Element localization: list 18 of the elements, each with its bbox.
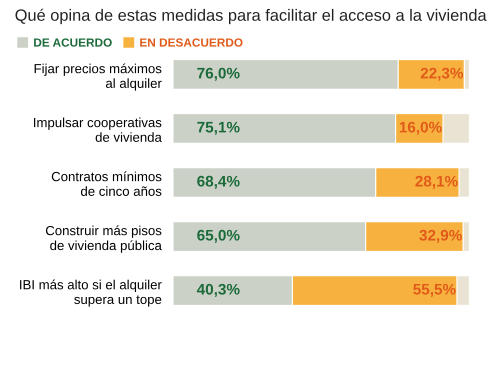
data-label: 68,4% xyxy=(197,176,240,189)
data-label: 55,5% xyxy=(413,284,456,297)
chart-title: Qué opina de estas medidas para facilitar el acceso a la vivienda xyxy=(15,8,487,24)
data-label: 76,0% xyxy=(197,68,240,81)
y-tick-label: Impulsar cooperativas de vivienda xyxy=(34,118,162,142)
y-tick-label: Construir más pisos de vivienda pública xyxy=(46,225,162,253)
data-label: 75,1% xyxy=(197,122,240,135)
data-label: 65,0% xyxy=(197,230,240,243)
y-tick-label: Fijar precios máximos al alquiler xyxy=(34,63,162,91)
data-label: 28,1% xyxy=(415,176,458,189)
legend-label: DE ACUERDO xyxy=(34,38,112,47)
y-tick-label: Contratos mínimos de cinco años xyxy=(52,171,162,196)
data-label: 16,0% xyxy=(400,122,442,135)
data-label: 40,3% xyxy=(196,284,240,297)
data-label: 32,9% xyxy=(419,230,462,243)
y-tick-label: IBI más alto si el alquiler supera un tope xyxy=(20,280,162,307)
legend-label: EN DESACUERDO xyxy=(140,38,243,47)
data-label: 22,3% xyxy=(420,68,464,81)
